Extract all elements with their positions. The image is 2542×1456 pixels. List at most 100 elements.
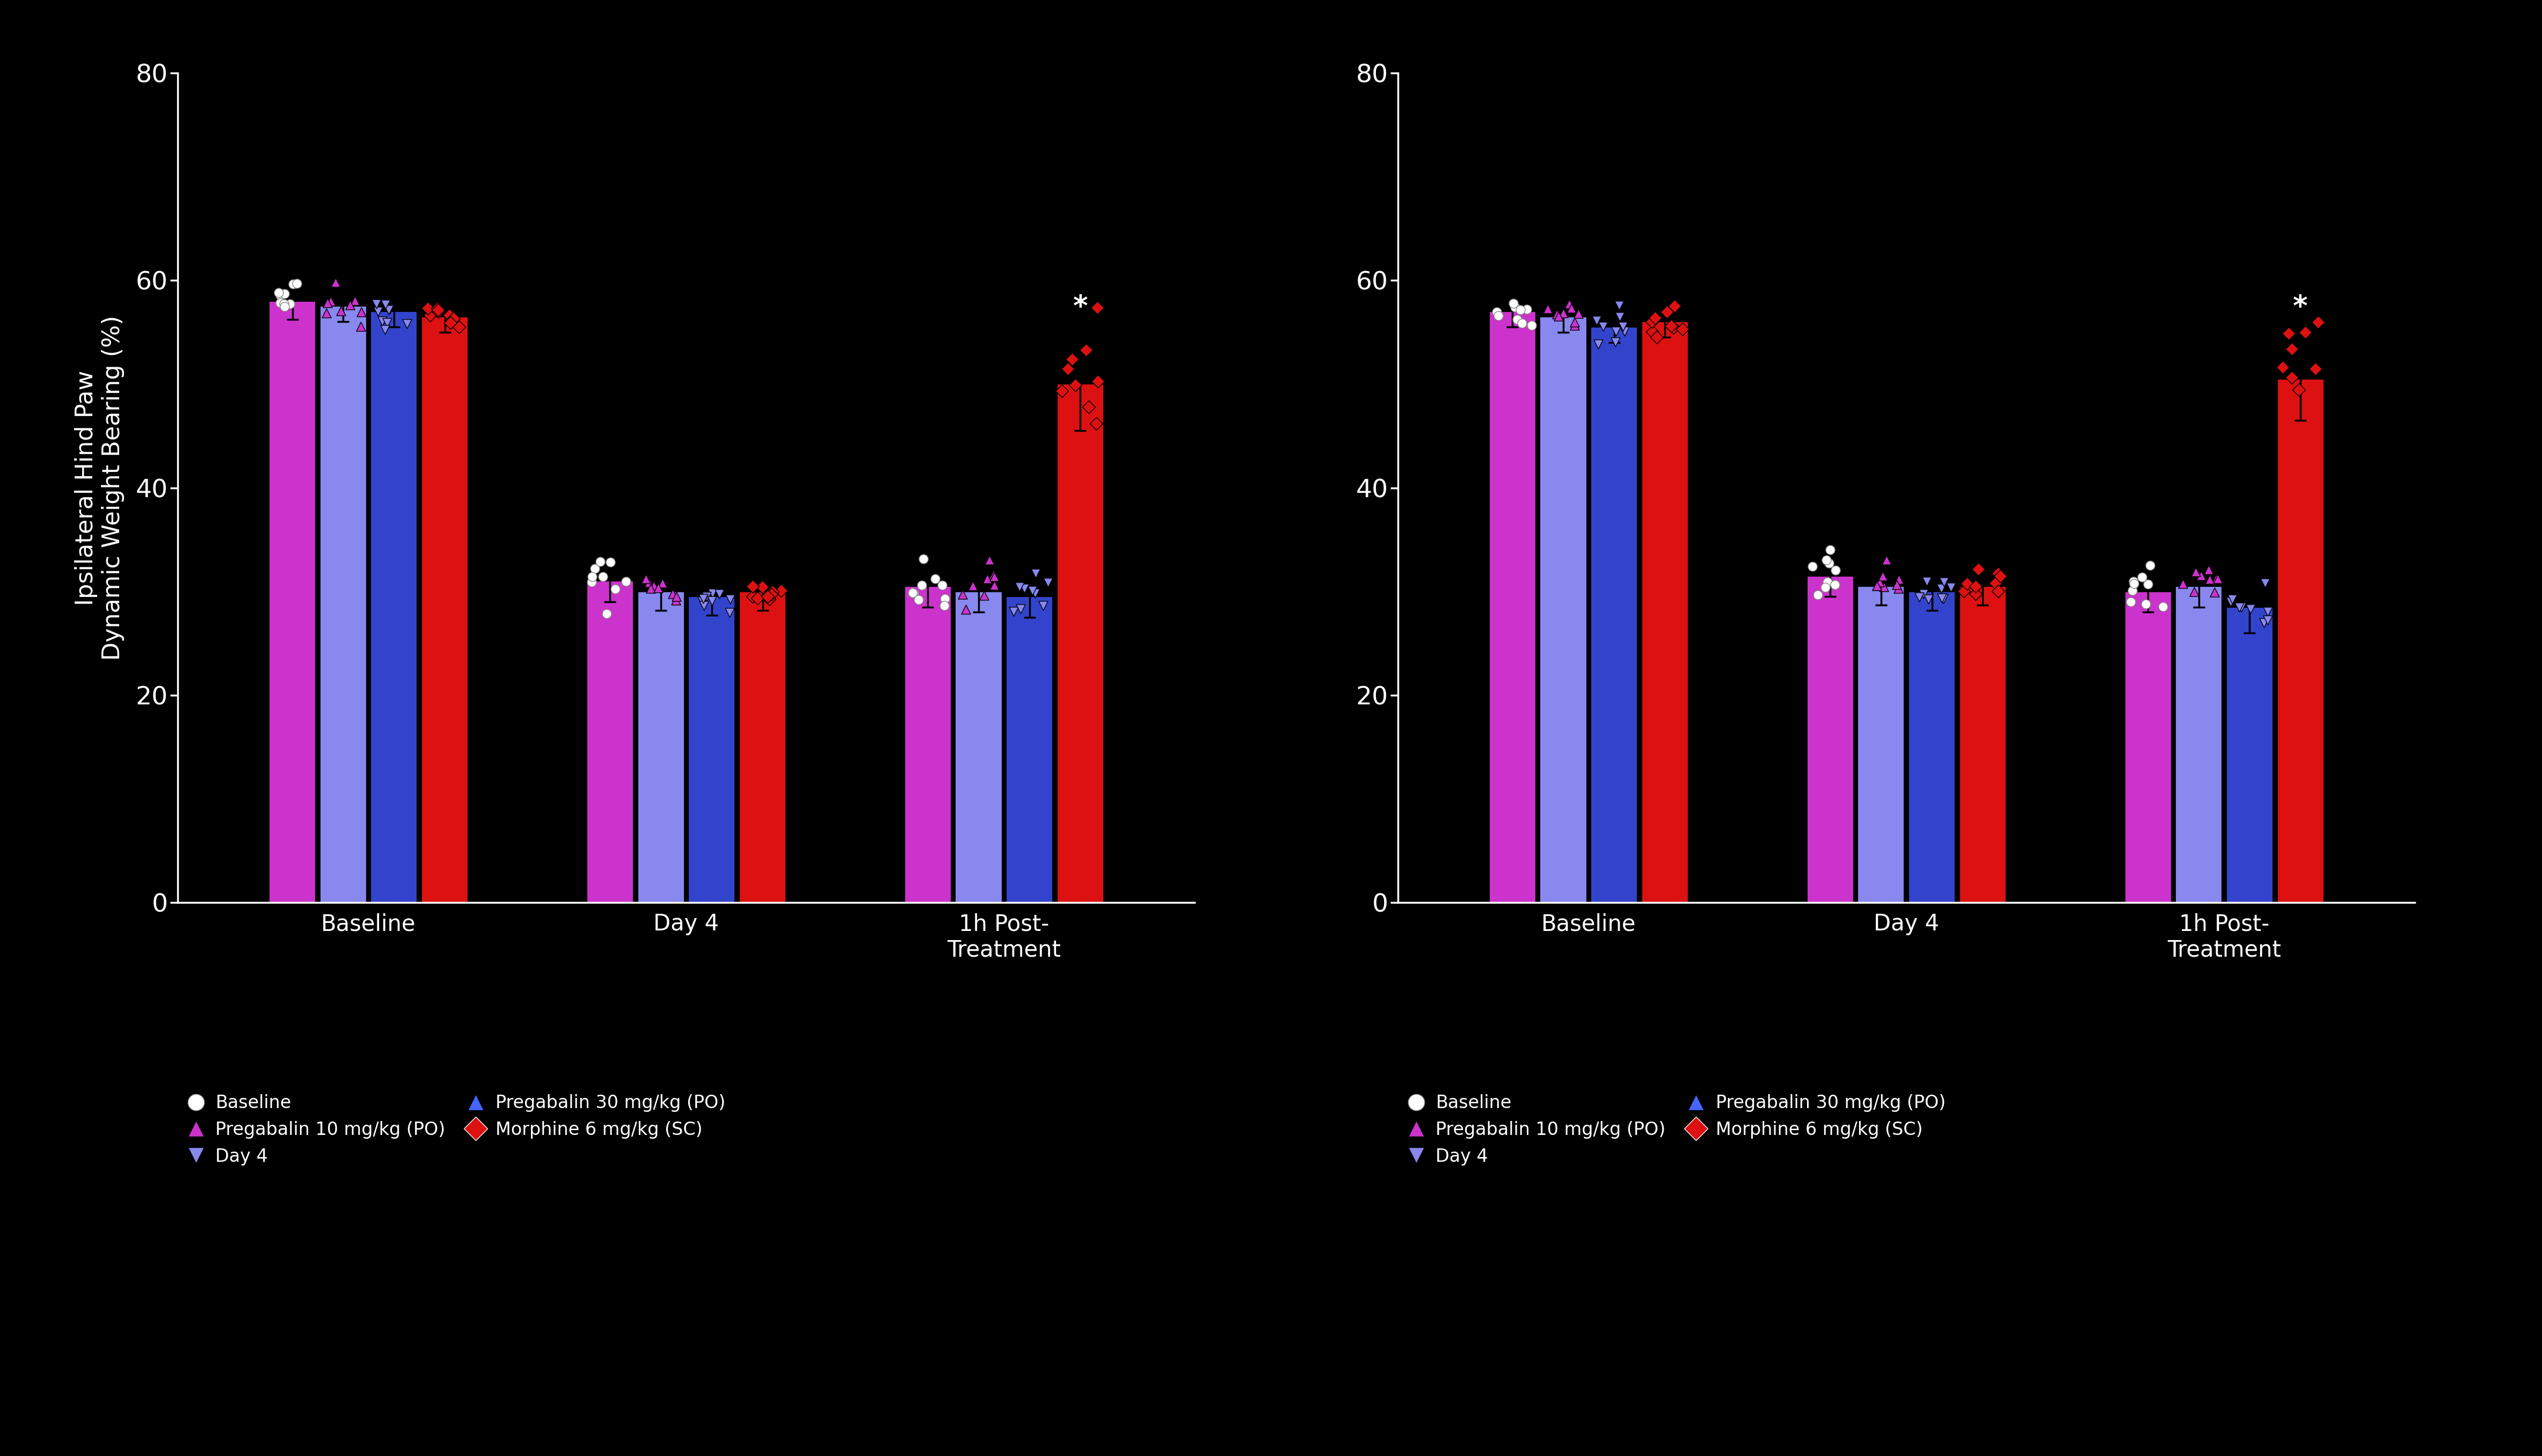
Point <box>1858 571 1899 594</box>
Point <box>1632 320 1673 344</box>
Point <box>1576 309 1617 332</box>
Bar <box>1642 322 1688 903</box>
Point <box>2194 581 2234 604</box>
Point <box>974 565 1014 588</box>
Point <box>315 271 356 294</box>
Point <box>699 582 740 606</box>
Point <box>750 587 791 610</box>
Point <box>943 582 984 606</box>
Point <box>2273 338 2313 361</box>
Point <box>1014 581 1055 604</box>
Point <box>1055 373 1096 396</box>
Point <box>582 565 623 588</box>
Bar <box>1909 591 1955 903</box>
Point <box>1047 357 1088 380</box>
Point <box>1558 301 1599 325</box>
Point <box>2278 379 2318 402</box>
Point <box>628 571 669 594</box>
Point <box>2112 569 2153 593</box>
Point <box>1014 562 1055 585</box>
Point <box>2143 596 2184 619</box>
Point <box>2112 578 2153 601</box>
Point <box>2196 566 2237 590</box>
Point <box>264 294 305 317</box>
Point <box>1652 316 1693 339</box>
Point <box>407 297 447 320</box>
Point <box>259 284 300 307</box>
Point <box>572 571 613 594</box>
Legend: Baseline, Pregabalin 10 mg/kg (PO), Day 4, Pregabalin 30 mg/kg (PO), Morphine 6 : Baseline, Pregabalin 10 mg/kg (PO), Day … <box>188 1095 724 1165</box>
Point <box>994 600 1035 623</box>
Point <box>653 582 694 606</box>
Point <box>2245 572 2285 596</box>
Point <box>417 298 458 322</box>
Point <box>691 582 732 606</box>
Point <box>752 579 793 603</box>
Point <box>923 574 963 597</box>
Point <box>1863 565 1904 588</box>
Point <box>2125 593 2166 616</box>
Point <box>2245 612 2285 635</box>
Point <box>1502 312 1543 335</box>
Point <box>1955 582 1995 606</box>
Point <box>417 297 458 320</box>
Point <box>1075 412 1116 435</box>
Point <box>272 272 313 296</box>
Point <box>1022 594 1063 617</box>
Point <box>1866 549 1907 572</box>
Point <box>1975 571 2016 594</box>
Point <box>1655 294 1696 317</box>
Point <box>742 575 783 598</box>
Point <box>2295 357 2336 380</box>
Point <box>1500 298 1540 322</box>
Point <box>2222 596 2262 619</box>
Point <box>630 577 671 600</box>
Point <box>1510 314 1551 338</box>
Point <box>638 577 679 600</box>
Point <box>732 585 773 609</box>
Point <box>1495 296 1535 319</box>
Point <box>2267 322 2308 345</box>
Point <box>1543 301 1584 325</box>
Point <box>1815 574 1856 597</box>
Point <box>1904 582 1945 606</box>
Point <box>430 304 470 328</box>
Point <box>923 594 963 617</box>
Y-axis label: Ipsilateral Hind Paw
Dynamic Weight Bearing (%): Ipsilateral Hind Paw Dynamic Weight Bear… <box>74 316 125 660</box>
Point <box>369 298 409 322</box>
Point <box>1957 558 1998 581</box>
Point <box>1907 569 1947 593</box>
Point <box>953 574 994 597</box>
Point <box>915 568 956 591</box>
Bar <box>2227 607 2273 903</box>
Point <box>361 310 402 333</box>
Point <box>1637 326 1678 349</box>
Bar <box>1858 587 1904 903</box>
Bar <box>905 587 951 903</box>
Point <box>1584 314 1624 338</box>
Point <box>580 550 620 574</box>
Point <box>999 575 1040 598</box>
Point <box>259 281 300 304</box>
Point <box>430 310 470 333</box>
Bar <box>2278 379 2323 903</box>
Point <box>1042 379 1083 402</box>
Point <box>902 574 943 597</box>
Point <box>2176 561 2217 584</box>
Bar <box>1540 316 1586 903</box>
Point <box>2163 572 2204 596</box>
Point <box>2189 558 2229 581</box>
Point <box>681 590 722 613</box>
Bar <box>320 306 366 903</box>
Point <box>2247 600 2288 623</box>
Bar <box>2176 587 2222 903</box>
Point <box>1797 584 1838 607</box>
Point <box>966 566 1007 590</box>
Point <box>1507 298 1548 322</box>
Point <box>320 300 361 323</box>
Point <box>656 588 697 612</box>
Point <box>1650 314 1690 338</box>
Point <box>1856 574 1896 597</box>
Point <box>1810 537 1851 561</box>
Point <box>747 584 788 607</box>
